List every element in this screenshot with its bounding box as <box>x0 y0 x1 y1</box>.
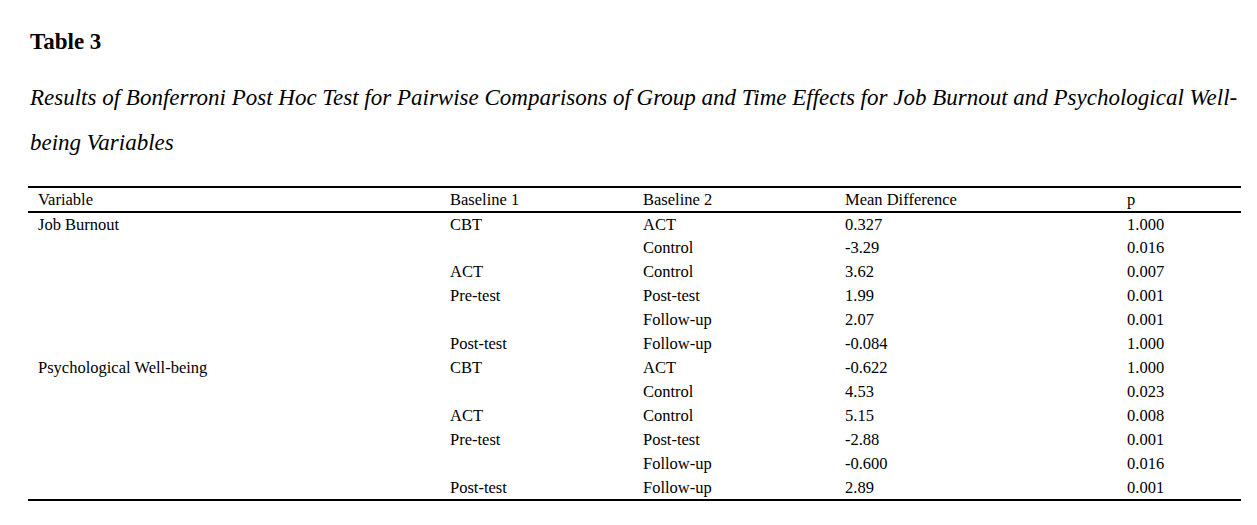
table-cell: ACT <box>450 260 643 284</box>
table-row: Pre-testPost-test1.990.001 <box>28 284 1241 308</box>
table-cell: CBT <box>450 212 643 236</box>
table-cell <box>450 236 643 260</box>
table-cell: ACT <box>643 356 845 380</box>
table-cell: Follow-up <box>643 452 845 476</box>
table-cell: 0.016 <box>1127 452 1241 476</box>
table-cell: -0.084 <box>845 332 1127 356</box>
table-row: Follow-up2.070.001 <box>28 308 1241 332</box>
table-cell <box>28 308 450 332</box>
column-header: Variable <box>28 187 450 212</box>
table-cell: Follow-up <box>643 308 845 332</box>
table-label: Table 3 <box>30 28 101 55</box>
table-cell <box>28 236 450 260</box>
column-header: Baseline 1 <box>450 187 643 212</box>
table-row: Post-testFollow-up2.890.001 <box>28 476 1241 500</box>
table-cell: Pre-test <box>450 284 643 308</box>
table-cell: -0.600 <box>845 452 1127 476</box>
table-row: Pre-testPost-test-2.880.001 <box>28 428 1241 452</box>
table-cell: 5.15 <box>845 404 1127 428</box>
table-cell: -2.88 <box>845 428 1127 452</box>
table-row: Control-3.290.016 <box>28 236 1241 260</box>
column-header: Baseline 2 <box>643 187 845 212</box>
table-cell: ACT <box>450 404 643 428</box>
table-cell: 0.001 <box>1127 428 1241 452</box>
header-row: VariableBaseline 1Baseline 2Mean Differe… <box>28 187 1241 212</box>
table-cell: 1.000 <box>1127 356 1241 380</box>
table-cell: 0.001 <box>1127 284 1241 308</box>
table-cell: Post-test <box>643 428 845 452</box>
table-cell: 0.016 <box>1127 236 1241 260</box>
table-cell <box>28 404 450 428</box>
table-row: Control4.530.023 <box>28 380 1241 404</box>
table-cell: Control <box>643 260 845 284</box>
table-cell: Control <box>643 236 845 260</box>
table-cell <box>28 428 450 452</box>
table-cell: 1.000 <box>1127 212 1241 236</box>
table-cell: 2.07 <box>845 308 1127 332</box>
table-cell: CBT <box>450 356 643 380</box>
results-table: VariableBaseline 1Baseline 2Mean Differe… <box>28 186 1241 501</box>
table-cell <box>28 284 450 308</box>
table-cell: Psychological Well-being <box>28 356 450 380</box>
table-cell: Post-test <box>450 332 643 356</box>
table-body: Job BurnoutCBTACT0.3271.000Control-3.290… <box>28 212 1241 500</box>
table-cell: 3.62 <box>845 260 1127 284</box>
table-cell: -0.622 <box>845 356 1127 380</box>
table-cell: Control <box>643 404 845 428</box>
table-cell: Follow-up <box>643 476 845 500</box>
table-cell: 0.001 <box>1127 308 1241 332</box>
table-cell <box>28 452 450 476</box>
table-cell: Post-test <box>643 284 845 308</box>
table-cell <box>28 260 450 284</box>
table-cell <box>450 380 643 404</box>
table-row: Job BurnoutCBTACT0.3271.000 <box>28 212 1241 236</box>
table-cell: 0.327 <box>845 212 1127 236</box>
table-cell <box>28 332 450 356</box>
table-row: Follow-up-0.6000.016 <box>28 452 1241 476</box>
table-cell: 4.53 <box>845 380 1127 404</box>
table-cell: Follow-up <box>643 332 845 356</box>
table-cell: Control <box>643 380 845 404</box>
table-cell: 2.89 <box>845 476 1127 500</box>
table-cell: ACT <box>643 212 845 236</box>
table-cell: 0.008 <box>1127 404 1241 428</box>
table-cell <box>28 476 450 500</box>
table-cell: -3.29 <box>845 236 1127 260</box>
table-cell: 0.023 <box>1127 380 1241 404</box>
table-cell: 1.99 <box>845 284 1127 308</box>
document-page: Table 3 Results of Bonferroni Post Hoc T… <box>0 0 1257 525</box>
table-row: ACTControl3.620.007 <box>28 260 1241 284</box>
table-cell <box>450 308 643 332</box>
table-cell: Job Burnout <box>28 212 450 236</box>
table-cell <box>450 452 643 476</box>
column-header: p <box>1127 187 1241 212</box>
table-row: ACTControl5.150.008 <box>28 404 1241 428</box>
table-row: Post-testFollow-up-0.0841.000 <box>28 332 1241 356</box>
table-cell: 0.001 <box>1127 476 1241 500</box>
table-cell <box>28 380 450 404</box>
table-caption: Results of Bonferroni Post Hoc Test for … <box>30 75 1240 165</box>
table-cell: Post-test <box>450 476 643 500</box>
table-cell: 1.000 <box>1127 332 1241 356</box>
table-cell: 0.007 <box>1127 260 1241 284</box>
table-cell: Pre-test <box>450 428 643 452</box>
column-header: Mean Difference <box>845 187 1127 212</box>
table-row: Psychological Well-beingCBTACT-0.6221.00… <box>28 356 1241 380</box>
